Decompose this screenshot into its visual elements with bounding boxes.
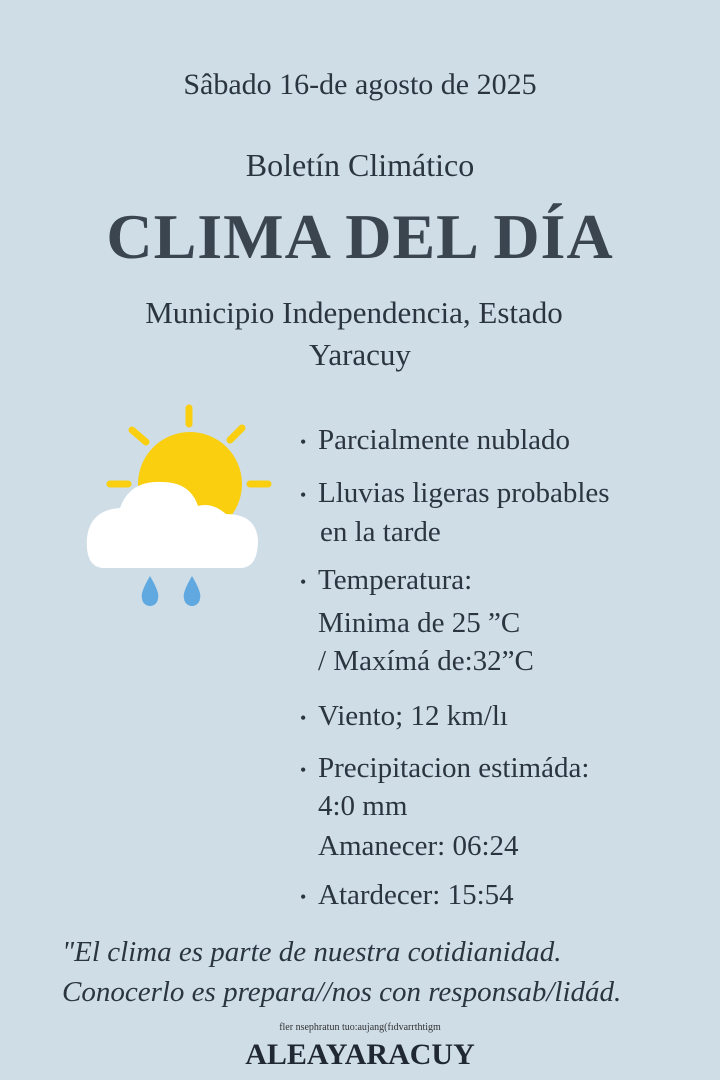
bullet: •: [300, 431, 307, 452]
detail-text: Precipitacion estimáda:: [318, 752, 590, 784]
list-item: •: [300, 700, 318, 733]
bullet: •: [300, 707, 307, 728]
bullet: •: [300, 571, 307, 592]
detail-text: Amanecer: 06:24: [318, 830, 519, 862]
bullet: •: [300, 484, 307, 505]
detail-text: Atardecer: 15:54: [318, 879, 514, 911]
detail-text: Viento; 12 km/lı: [318, 700, 508, 732]
list-item: •: [300, 424, 318, 457]
location-line-2: Yaracuy: [309, 337, 411, 372]
date: Sâbado 16-de agosto de 2025: [183, 68, 537, 101]
footer-small-text: fler nsephratun tuo:aujang(fıdvarrthtigm: [279, 1022, 441, 1033]
location-line-1: Municipio Independencia, Estado: [145, 295, 563, 330]
quote-line-1: "El clima es parte de nuestra cotidianid…: [62, 936, 562, 968]
detail-text: Parcialmente nublado: [318, 424, 571, 456]
detail-text: en la tarde: [320, 516, 441, 548]
bullet: •: [300, 886, 307, 907]
list-item: •: [300, 477, 318, 510]
list-item: •: [300, 879, 318, 912]
detail-text: Temperatura:: [318, 564, 473, 596]
bullet: •: [300, 759, 307, 780]
page-title: CLIMA DEL DÍA: [106, 201, 614, 272]
sun-behind-cloud-with-rain-icon: [86, 404, 272, 606]
brand-name: ALEAYARACUY: [245, 1038, 475, 1071]
quote-line-2: Conocerlo es prepara//nos con responsab/…: [62, 976, 622, 1008]
list-item: •: [300, 752, 318, 785]
subtitle: Boletín Climático: [245, 147, 475, 183]
detail-text: Minima de 25 ˮC: [318, 607, 521, 639]
detail-text: Lluvias ligeras probables: [318, 477, 610, 509]
detail-text: / Maxímá de:32ˮC: [318, 645, 534, 677]
detail-text: 4:0 mm: [318, 790, 408, 822]
list-item: •: [300, 564, 318, 597]
